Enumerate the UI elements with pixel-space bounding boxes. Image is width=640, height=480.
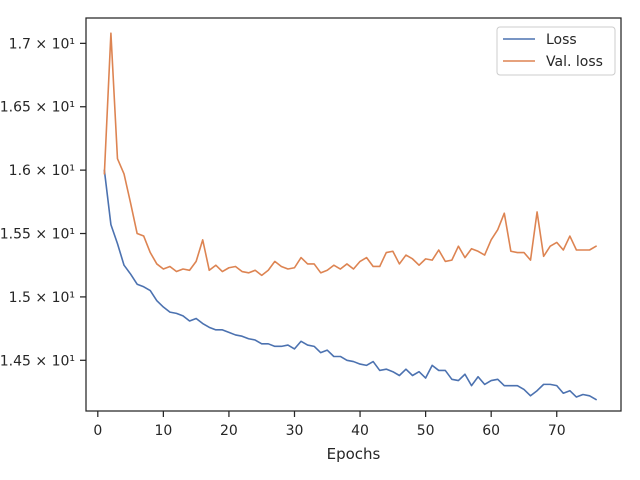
y-tick-label: 1.5 × 10¹ — [9, 290, 75, 306]
legend-label-loss: Loss — [546, 32, 577, 48]
x-tick-label: 60 — [482, 423, 500, 439]
y-tick-label: 1.55 × 10¹ — [0, 227, 75, 243]
x-axis-label: Epochs — [327, 445, 381, 463]
x-axis-ticks: 0 10 20 30 40 50 60 70 — [93, 411, 566, 439]
series-line-val-loss — [103, 32, 597, 277]
x-tick-label: 50 — [417, 423, 435, 439]
plot-frame — [85, 17, 622, 412]
series-line-loss — [103, 169, 597, 401]
x-tick-label: 20 — [220, 423, 238, 439]
plot-background — [86, 18, 621, 411]
y-axis-ticks: 1.45 × 10¹ 1.5 × 10¹ 1.55 × 10¹ 1.6 × 10¹ 1.… — [0, 36, 86, 369]
x-tick-label: 10 — [154, 423, 172, 439]
series-group — [103, 32, 597, 401]
y-tick-label: 1.45 × 10¹ — [0, 353, 75, 369]
legend-label-val-loss: Val. loss — [546, 54, 603, 70]
x-tick-label: 70 — [548, 423, 566, 439]
x-tick-label: 30 — [286, 423, 304, 439]
legend: Loss Val. loss — [496, 26, 616, 76]
y-tick-label: 1.6 × 10¹ — [9, 163, 75, 179]
y-tick-label: 1.65 × 10¹ — [0, 100, 75, 116]
x-tick-label: 40 — [351, 423, 369, 439]
y-tick-label: 1.7 × 10¹ — [9, 36, 75, 52]
x-tick-label: 0 — [93, 423, 102, 439]
